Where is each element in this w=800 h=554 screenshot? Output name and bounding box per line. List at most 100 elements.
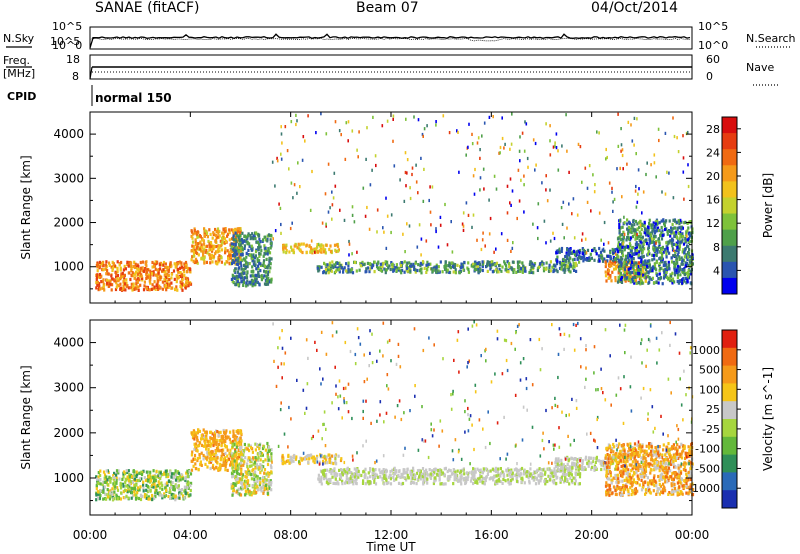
power-cell — [260, 274, 263, 278]
velocity-cell — [157, 474, 160, 478]
velocity-cell — [543, 472, 547, 476]
power-cell — [644, 261, 648, 265]
power-cell — [320, 112, 322, 116]
power-cell — [520, 178, 522, 182]
velocity-cell — [149, 489, 152, 493]
power-cell — [663, 272, 666, 276]
velocity-cell — [102, 490, 105, 494]
power-cell — [176, 267, 180, 271]
power-cell — [244, 258, 247, 262]
velocity-cell — [187, 486, 190, 490]
velocity-cell — [216, 456, 219, 460]
power-cell — [627, 220, 631, 224]
velocity-cell — [206, 439, 209, 443]
power-cell — [245, 281, 248, 285]
power-cell — [380, 269, 384, 273]
velocity-cell — [255, 463, 259, 467]
power-cell — [392, 114, 395, 118]
power-cell — [191, 240, 195, 244]
power-cell — [259, 240, 262, 244]
power-cell — [309, 208, 312, 212]
power-cell — [648, 232, 651, 236]
power-cell — [116, 270, 119, 274]
velocity-cell — [219, 430, 222, 434]
velocity-cell — [434, 467, 437, 471]
velocity-cell — [180, 475, 183, 479]
power-cell — [481, 238, 484, 242]
power-cell — [238, 250, 241, 254]
power-cell — [563, 263, 566, 267]
power-cell — [598, 131, 600, 135]
velocity-cell — [186, 474, 189, 478]
power-cell — [152, 273, 155, 277]
velocity-cell — [188, 494, 191, 498]
velocity-cell — [119, 497, 122, 501]
velocity-cell — [312, 459, 315, 463]
power-cell — [641, 268, 644, 272]
velocity-cell — [531, 476, 534, 480]
power-cell — [637, 261, 640, 265]
power-cell — [196, 251, 199, 255]
velocity-cell — [118, 496, 121, 501]
velocity-cell — [337, 482, 340, 486]
velocity-cell — [204, 443, 207, 447]
velocity-cell — [267, 458, 270, 462]
power-cell — [621, 148, 624, 152]
velocity-cell — [145, 496, 148, 500]
power-cell — [628, 254, 632, 258]
power-cell — [164, 262, 167, 266]
velocity-cell — [432, 481, 435, 486]
velocity-cell — [191, 450, 194, 454]
velocity-cell — [102, 497, 105, 501]
power-cell — [643, 266, 646, 270]
power-cell — [604, 260, 607, 264]
velocity-cell — [253, 480, 256, 484]
power-cell — [609, 274, 612, 278]
power-cell — [578, 260, 581, 264]
power-cell — [208, 253, 211, 257]
velocity-cell — [245, 475, 248, 479]
velocity-cell — [95, 475, 98, 479]
velocity-cell — [164, 472, 168, 476]
power-cell — [600, 238, 602, 242]
velocity-cell — [115, 481, 118, 485]
power-cell — [245, 255, 248, 259]
power-cell — [604, 270, 607, 274]
power-cell — [241, 253, 244, 257]
power-cell — [629, 260, 632, 264]
power-cell — [568, 253, 571, 257]
power-cell — [255, 240, 258, 244]
power-cell — [236, 280, 239, 284]
power-cell — [269, 233, 273, 238]
power-cell — [652, 227, 655, 231]
power-cell — [102, 268, 105, 272]
power-cell — [679, 267, 682, 271]
power-cell — [435, 227, 437, 231]
power-cell — [102, 278, 105, 282]
power-cell — [637, 250, 641, 254]
power-cell — [636, 268, 640, 272]
power-cell — [681, 268, 684, 272]
velocity-cell — [381, 477, 384, 481]
velocity-cell — [260, 489, 263, 493]
velocity-cell — [167, 474, 170, 479]
power-cell — [103, 288, 106, 292]
power-cell — [655, 253, 658, 257]
velocity-cell — [318, 480, 321, 484]
power-cell — [429, 210, 432, 214]
power-cell — [290, 245, 293, 249]
power-cell — [672, 246, 674, 251]
power-cell — [450, 220, 452, 224]
power-cell — [503, 260, 506, 264]
power-cell — [687, 251, 691, 255]
velocity-cell — [263, 471, 266, 475]
power-cell — [262, 254, 265, 258]
power-cell — [241, 241, 244, 245]
power-cell — [509, 147, 511, 151]
power-cell — [159, 276, 162, 280]
power-cell — [379, 268, 382, 272]
velocity-cell — [554, 473, 557, 477]
power-cell — [264, 246, 267, 250]
power-cell — [170, 281, 173, 285]
